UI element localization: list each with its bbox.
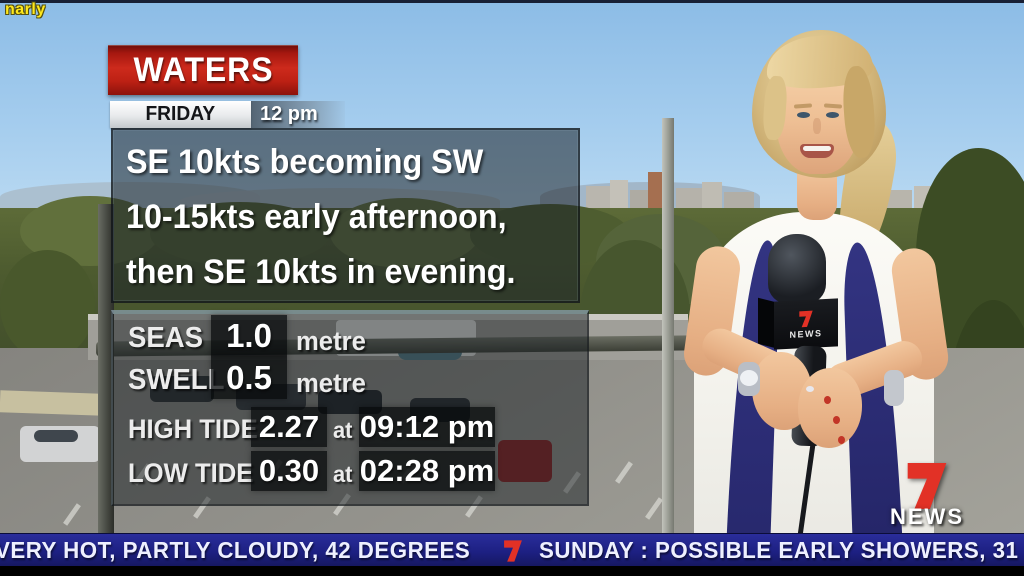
channel-bug-news-label: NEWS <box>890 504 964 529</box>
segment-title-banner: WATERS <box>108 45 298 95</box>
bracelet-watch <box>884 370 904 406</box>
city-building <box>702 182 722 212</box>
high-tide-value: 2.27 <box>251 407 327 447</box>
seas-label: SEAS <box>128 322 204 354</box>
segment-title: WATERS <box>132 50 274 89</box>
tree-blob <box>0 250 95 360</box>
forecast-line: then SE 10kts in evening. <box>126 253 516 291</box>
microphone-foam <box>768 234 826 304</box>
low-tide-label: LOW TIDE <box>128 458 254 488</box>
time-banner: 12 pm <box>251 101 345 128</box>
forecast-line: SE 10kts becoming SW <box>126 143 484 181</box>
ring <box>806 386 814 392</box>
time-label: 12 pm <box>260 103 318 125</box>
eye <box>826 112 839 118</box>
low-tide-at: at <box>333 461 353 487</box>
city-building <box>630 190 650 212</box>
street-pole <box>662 118 674 538</box>
eye <box>797 112 810 118</box>
seven-network-logo-icon <box>504 539 522 562</box>
marine-stats-panel <box>111 310 589 506</box>
ticker-left-text: VERY HOT, PARTLY CLOUDY, 42 DEGREES <box>0 537 471 563</box>
ticker-right-text: SUNDAY : POSSIBLE EARLY SHOWERS, 31 <box>538 537 1019 563</box>
high-tide-label: HIGH TIDE <box>128 414 258 444</box>
microphone-flag: NEWS <box>774 298 838 350</box>
seven-network-logo-icon <box>907 462 947 510</box>
red-nail <box>833 416 840 424</box>
swell-value: 0.5 <box>211 357 287 399</box>
frame-top-line <box>0 0 1024 3</box>
high-tide-at: at <box>333 417 353 443</box>
road-median <box>0 390 105 416</box>
seas-value: 1.0 <box>211 315 287 357</box>
watermark: narly <box>5 1 46 18</box>
red-nail <box>838 436 845 444</box>
car-window <box>34 430 78 442</box>
day-label: FRIDAY <box>145 103 216 125</box>
city-building <box>886 190 912 212</box>
letterbox-bar <box>0 566 1024 576</box>
red-nail <box>824 396 831 404</box>
mic-flag-news-label: NEWS <box>789 327 823 340</box>
city-building <box>724 192 754 210</box>
teeth <box>803 146 831 151</box>
nose <box>813 118 821 134</box>
channel-bug: NEWS <box>888 460 984 536</box>
low-tide-time: 02:28 pm <box>359 451 495 491</box>
watch-face <box>740 370 758 386</box>
city-building <box>610 180 628 212</box>
forecast-line: 10-15kts early afternoon, <box>126 198 507 236</box>
seas-unit: metre <box>296 326 366 356</box>
street-pole <box>98 204 114 549</box>
hand-right <box>798 368 862 448</box>
swell-label: SWELL <box>128 364 225 396</box>
low-tide-value: 0.30 <box>251 451 327 491</box>
swell-unit: metre <box>296 368 366 398</box>
high-tide-time: 09:12 pm <box>359 407 495 447</box>
seven-network-logo-icon <box>799 310 813 327</box>
day-banner: FRIDAY <box>110 101 251 128</box>
news-ticker: VERY HOT, PARTLY CLOUDY, 42 DEGREES SUND… <box>0 533 1024 567</box>
forecast-text-panel: SE 10kts becoming SW 10-15kts early afte… <box>111 128 580 303</box>
